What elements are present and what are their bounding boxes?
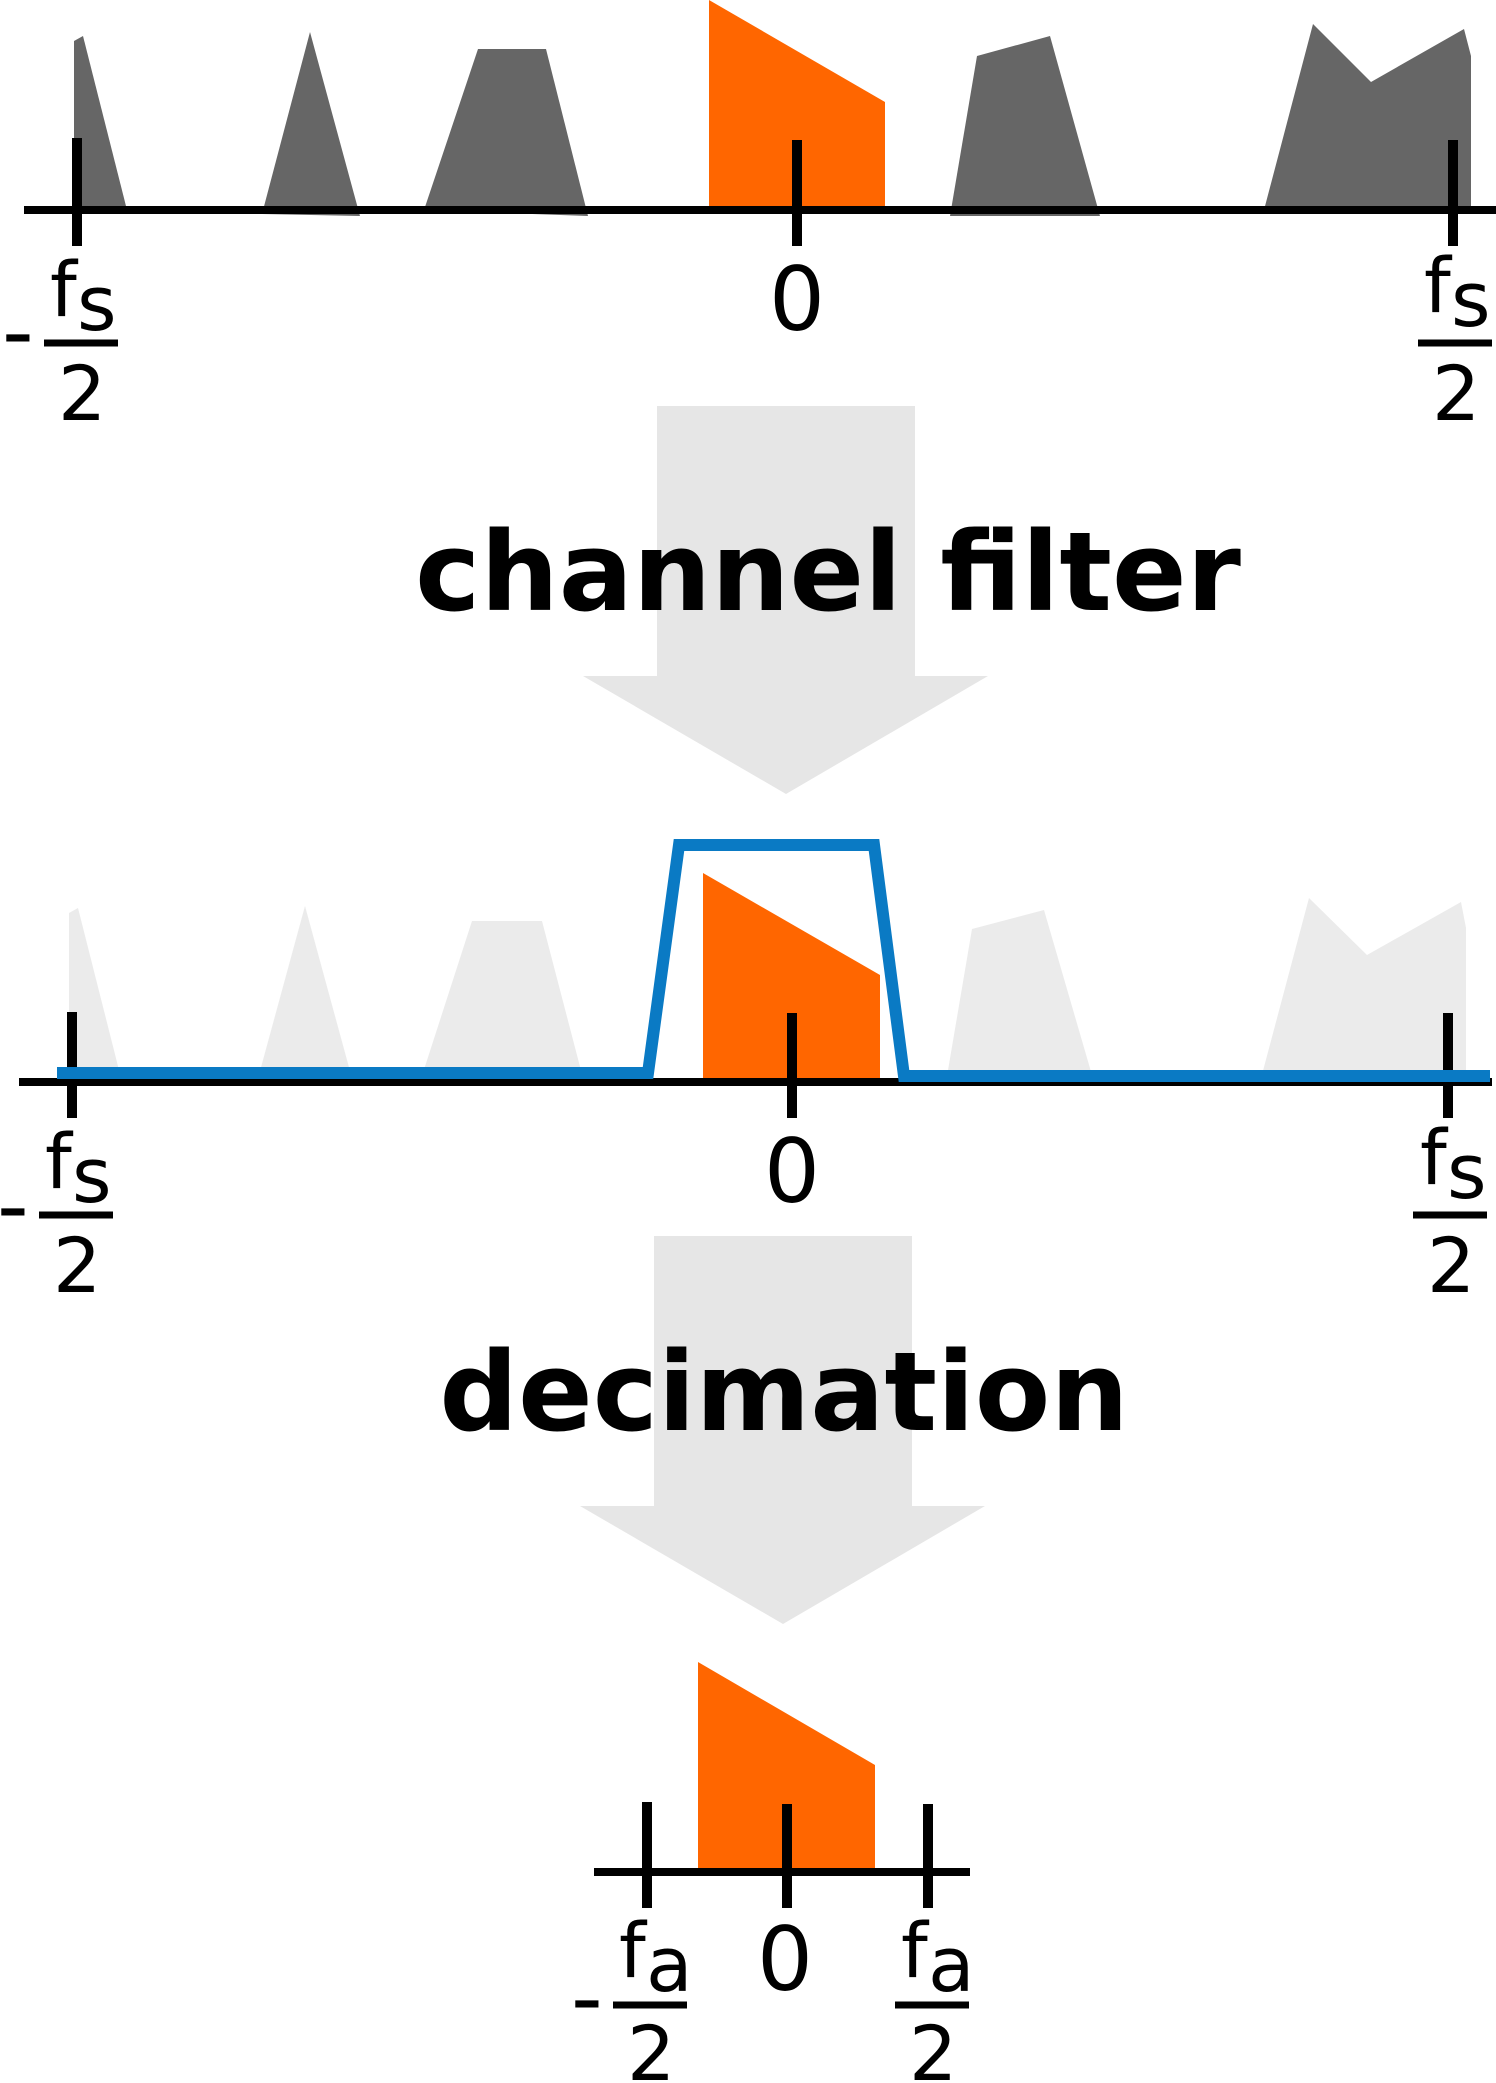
attenuated-interferer-band [420,921,584,1082]
minus-sign: - [2,280,34,383]
fraction-subscript: a [646,1920,693,2009]
channel-filter-response [57,839,1490,1082]
fraction-denominator: 2 [627,2009,675,2083]
label-neg-half-fs: - f s 2 [2,245,118,438]
interferer-band [1264,24,1471,210]
desired-signal-band [698,1662,875,1872]
fraction-denominator: 2 [58,349,106,438]
fraction-numerator: f [619,1906,648,1995]
minus-sign: - [0,1154,29,1257]
channel-filter-step: channel filter [415,406,1241,794]
label-pos-half-fs: f s 2 [1413,1113,1487,1310]
minus-sign: - [571,1946,603,2049]
fraction-denominator: 2 [1427,1221,1475,1310]
decimated-spectrum-panel: - f a 2 0 f a 2 [571,1662,975,2083]
fraction-subscript: s [1451,255,1491,344]
filtered-spectrum-panel: - f s 2 0 f s 2 [0,839,1492,1310]
fraction-subscript: a [928,1920,975,2009]
fraction-numerator: f [45,1117,74,1206]
label-zero: 0 [764,1120,820,1223]
fraction-subscript: s [72,1131,112,1220]
label-zero: 0 [757,1908,813,2011]
fraction-denominator: 2 [53,1221,101,1310]
attenuated-interferer-band [946,910,1094,1082]
stage-label-decimation: decimation [439,1328,1128,1456]
down-arrow-icon [580,1236,985,1624]
stage-label-channel-filter: channel filter [415,508,1241,636]
original-spectrum-panel: - f s 2 0 f s 2 [2,0,1496,438]
fraction-subscript: s [77,259,117,348]
attenuated-interferer-band [257,906,353,1082]
label-neg-half-fs: - f s 2 [0,1117,113,1310]
desired-signal-band [703,873,880,1082]
fraction-denominator: 2 [909,2009,957,2083]
fraction-numerator: f [901,1906,930,1995]
decimation-step: decimation [439,1236,1129,1624]
down-arrow-icon [583,406,988,794]
fraction-numerator: f [50,245,79,334]
fraction-numerator: f [1420,1113,1449,1202]
interferer-band [950,36,1100,216]
fraction-denominator: 2 [1432,349,1480,438]
fraction-subscript: s [1447,1127,1487,1216]
interferer-band [262,32,360,216]
label-neg-half-fa: - f a 2 [571,1906,693,2083]
label-pos-half-fa: f a 2 [895,1906,975,2083]
attenuated-interferer-band [69,908,122,1082]
label-pos-half-fs: f s 2 [1418,241,1492,438]
label-zero: 0 [769,248,825,351]
fraction-numerator: f [1424,241,1453,330]
attenuated-interferer-band [1260,898,1466,1082]
desired-signal-band [709,0,885,210]
interferer-band [74,36,127,210]
interferer-band [424,49,588,216]
